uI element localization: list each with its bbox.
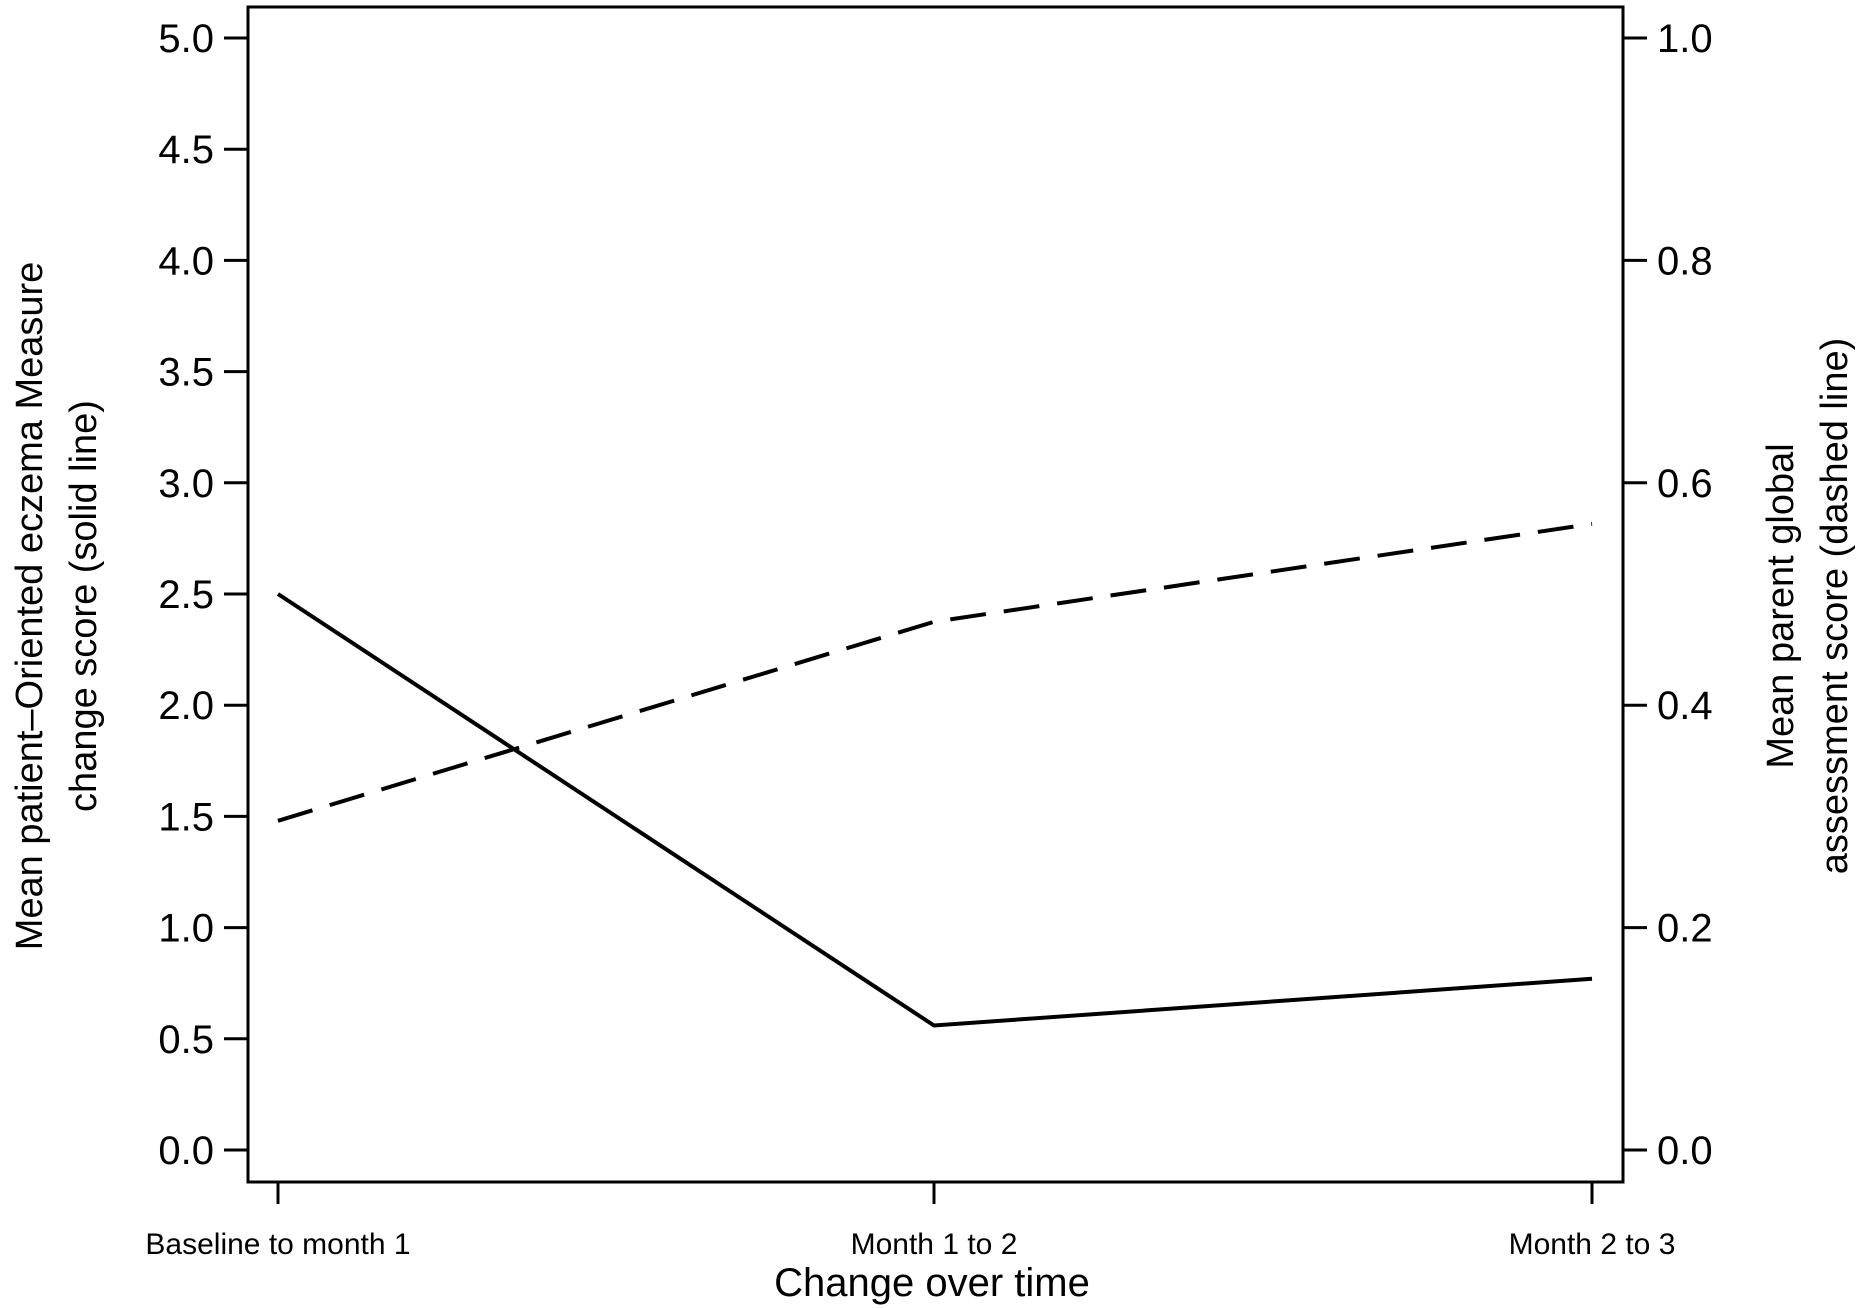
left-y-tick-label: 3.5 <box>158 351 214 395</box>
left-y-tick-label: 2.5 <box>158 573 214 617</box>
x-axis-title: Change over time <box>774 1261 1090 1305</box>
left-y-tick-label: 2.0 <box>158 684 214 728</box>
left-y-tick-label: 0.5 <box>158 1018 214 1062</box>
left-y-tick-label: 3.0 <box>158 462 214 506</box>
series-line-solid <box>276 592 1593 1028</box>
right-y-axis: 0.0 0.2 0.4 0.6 0.8 1.0 <box>1623 17 1713 1173</box>
x-axis: Baseline to month 1 Month 1 to 2 Month 2 t… <box>145 1182 1675 1261</box>
left-y-tick-label: 1.5 <box>158 795 214 839</box>
x-tick-label: Month 1 to 2 <box>851 1228 1018 1261</box>
left-y-axis-title-line-1: Mean patient–Oriented eczema Measure <box>9 262 51 951</box>
right-y-tick-label: 1.0 <box>1657 17 1713 61</box>
left-y-tick-label: 5.0 <box>158 17 214 61</box>
left-y-tick-label: 1.0 <box>158 907 214 951</box>
x-tick-label: Baseline to month 1 <box>145 1228 410 1261</box>
right-y-tick-label: 0.0 <box>1657 1129 1713 1173</box>
right-y-tick-label: 0.8 <box>1657 239 1713 283</box>
series-layer <box>276 521 1593 1028</box>
x-tick-label: Month 2 to 3 <box>1509 1228 1676 1261</box>
left-y-axis: 0.0 0.5 1.0 1.5 2.0 2.5 3.0 3.5 4.0 4.5 5.0 <box>158 17 248 1173</box>
left-y-axis-title: Mean patient–Oriented eczema Measure cha… <box>9 262 105 951</box>
right-y-tick-label: 0.4 <box>1657 684 1713 728</box>
plot-frame <box>246 5 1625 1184</box>
series-line-dashed <box>277 521 1593 823</box>
left-y-tick-label: 0.0 <box>158 1129 214 1173</box>
right-y-tick-label: 0.6 <box>1657 462 1713 506</box>
right-y-axis-title-line-1: Mean parent global <box>1760 443 1802 768</box>
left-y-axis-title-line-2: change score (solid line) <box>63 400 105 812</box>
right-y-axis-title: Mean parent global assessment score (das… <box>1760 338 1856 874</box>
right-y-axis-title-line-2: assessment score (dashed line) <box>1814 338 1856 874</box>
left-y-tick-label: 4.5 <box>158 128 214 172</box>
right-y-tick-label: 0.2 <box>1657 907 1713 951</box>
left-y-tick-label: 4.0 <box>158 239 214 283</box>
